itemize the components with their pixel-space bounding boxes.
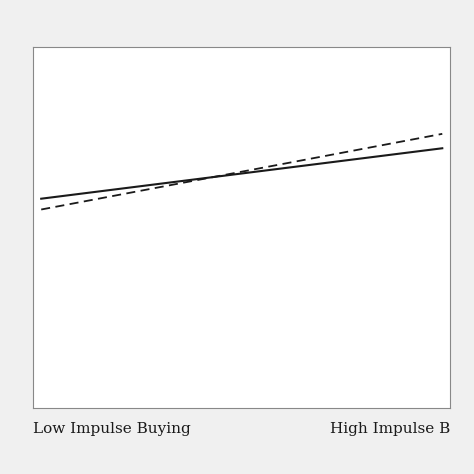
Text: High Impulse B: High Impulse B xyxy=(330,422,450,436)
Text: Low Impulse Buying: Low Impulse Buying xyxy=(33,422,191,436)
